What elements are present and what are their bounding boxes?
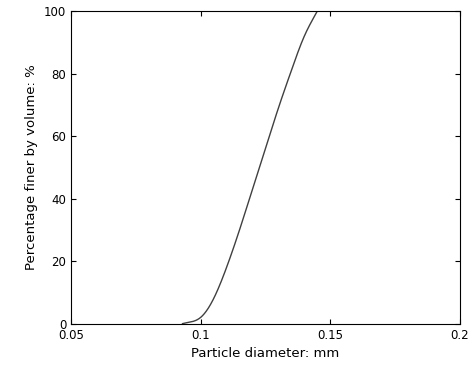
Y-axis label: Percentage finer by volume: %: Percentage finer by volume: % (26, 64, 38, 270)
X-axis label: Particle diameter: mm: Particle diameter: mm (191, 347, 339, 360)
